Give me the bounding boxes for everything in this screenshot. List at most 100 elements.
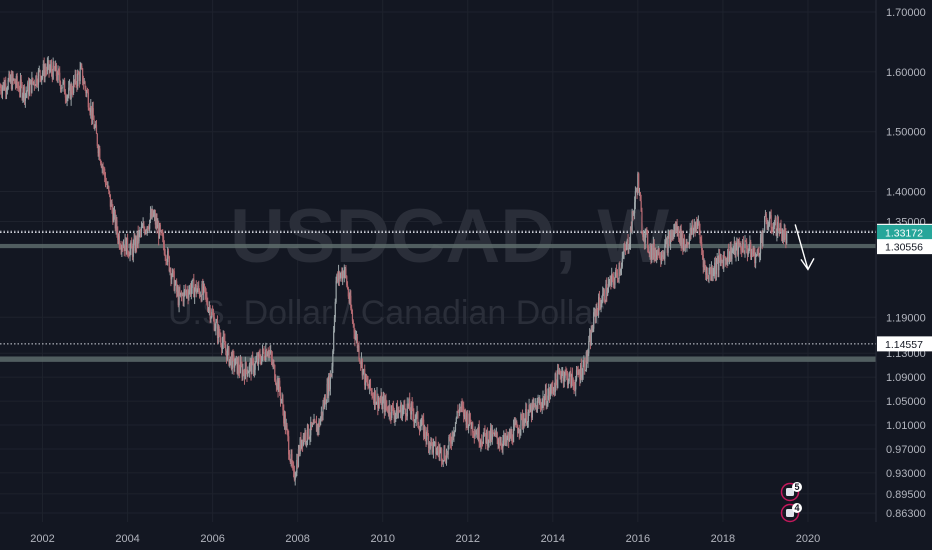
- candle-body: [10, 76, 12, 82]
- candle-body: [260, 360, 262, 364]
- candle-body: [582, 365, 584, 375]
- candle-body: [108, 190, 111, 195]
- candle-body: [273, 363, 275, 366]
- candle-body: [179, 291, 181, 295]
- candle-body: [720, 257, 722, 261]
- candle-body: [93, 119, 95, 129]
- candle-body: [782, 235, 785, 241]
- candle-body: [775, 217, 777, 236]
- support-resistance-zone[interactable]: [0, 243, 876, 249]
- candle-body: [65, 97, 67, 101]
- candle-body: [256, 357, 258, 362]
- candle-body: [133, 238, 135, 244]
- candle-body: [386, 405, 388, 407]
- candle-body: [613, 281, 615, 285]
- candle-body: [201, 284, 203, 301]
- candle-body: [203, 284, 205, 294]
- candle-body: [182, 294, 184, 302]
- candle-body: [61, 87, 63, 89]
- candle-body: [158, 224, 161, 239]
- candle-body: [592, 328, 594, 332]
- projection-arrow[interactable]: [794, 224, 815, 271]
- candle-body: [46, 70, 48, 72]
- candle-body: [176, 290, 179, 292]
- candle-body: [445, 452, 448, 463]
- candle-body: [74, 73, 76, 83]
- candle-body: [378, 401, 380, 409]
- candle-body: [348, 296, 350, 302]
- candle-body: [414, 419, 417, 421]
- candle-body: [26, 91, 28, 93]
- candle-body: [451, 432, 453, 444]
- candle-body: [157, 225, 159, 229]
- candle-body: [713, 272, 715, 275]
- event-badges[interactable]: 54: [780, 482, 803, 523]
- candle-body: [52, 62, 54, 79]
- candle-body: [541, 402, 543, 409]
- candle-body: [629, 227, 632, 244]
- candle-body: [485, 433, 487, 443]
- candle-body: [177, 290, 179, 306]
- candle-body: [87, 92, 89, 108]
- candle-body: [5, 83, 7, 93]
- candle-body: [163, 245, 165, 255]
- candle-body: [377, 394, 379, 409]
- candle-body: [474, 433, 476, 437]
- candle-body: [64, 94, 67, 98]
- candle-body: [307, 424, 309, 439]
- candle-body: [18, 86, 20, 92]
- candle-body: [678, 227, 680, 240]
- candle-body: [51, 71, 53, 79]
- candle-body: [98, 148, 100, 154]
- time-axis[interactable]: [0, 522, 932, 550]
- candle-body: [64, 80, 66, 95]
- support-resistance-zone[interactable]: [0, 356, 876, 362]
- candle-body: [429, 442, 431, 449]
- candle-body: [197, 285, 199, 291]
- candle-body: [6, 88, 8, 91]
- candle-body: [245, 362, 247, 371]
- price-axis[interactable]: [876, 0, 932, 522]
- candle-body: [464, 409, 466, 415]
- candle-body: [763, 231, 765, 233]
- candle-body: [158, 225, 160, 239]
- candle-body: [287, 430, 289, 437]
- candle-body: [223, 336, 225, 341]
- candle-body: [479, 443, 481, 445]
- candle-body: [558, 370, 560, 373]
- candle-body: [175, 281, 177, 285]
- candle-body: [628, 248, 630, 251]
- candle-body: [35, 75, 37, 86]
- candle-body: [196, 290, 198, 294]
- candle-body: [85, 87, 87, 94]
- y-tick-label: 1.19000: [886, 312, 926, 324]
- candle-body: [559, 370, 561, 376]
- candle-body: [58, 69, 60, 73]
- candle-body: [200, 295, 202, 301]
- candle-body: [393, 413, 395, 419]
- candle-body: [396, 404, 398, 414]
- candle-body: [350, 295, 352, 309]
- candle-body: [523, 419, 525, 427]
- candle-body: [217, 326, 219, 338]
- candle-body: [301, 439, 303, 449]
- candle-body: [557, 369, 559, 388]
- candle-body: [32, 81, 35, 83]
- candle-body: [668, 235, 670, 237]
- candle-body: [740, 246, 742, 251]
- candle-body: [114, 211, 116, 229]
- candle-body: [230, 356, 233, 369]
- candle-body: [715, 263, 717, 275]
- candle-body: [570, 371, 572, 387]
- candle-body: [255, 361, 257, 363]
- candle-body: [575, 370, 578, 380]
- candle-body: [143, 224, 145, 229]
- y-tick-label: 0.97000: [886, 444, 926, 456]
- candle-body: [578, 373, 580, 375]
- candle-body: [342, 271, 345, 278]
- candle-body: [357, 346, 359, 349]
- candle-body: [378, 401, 381, 403]
- candle-body: [694, 224, 696, 232]
